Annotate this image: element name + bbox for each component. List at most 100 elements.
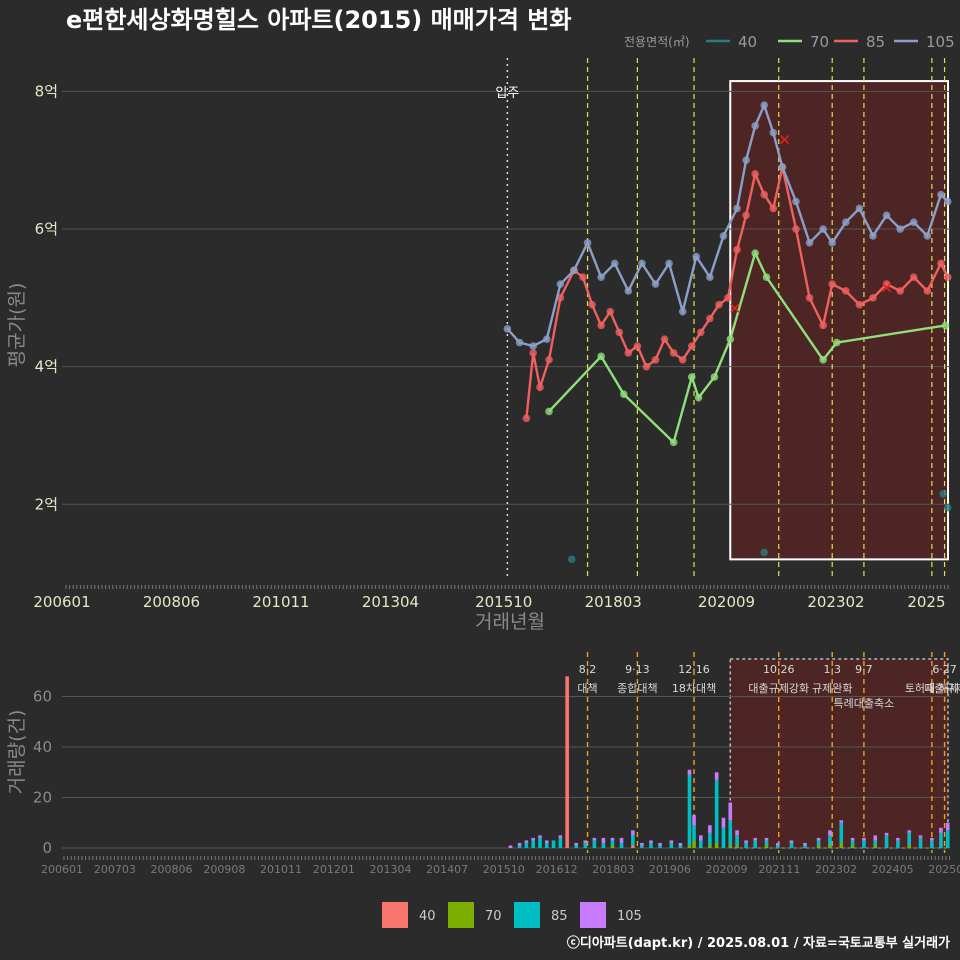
volume-bar-105: [658, 842, 662, 846]
volume-bar-85: [850, 840, 855, 846]
volume-bar-85: [918, 837, 923, 848]
volume-bar-85: [687, 774, 692, 846]
volume-bar-70: [728, 845, 733, 848]
data-point-85: [597, 321, 605, 330]
volume-bar-105: [744, 840, 748, 843]
volume-bar-85: [816, 840, 821, 846]
data-point-85: [529, 349, 537, 357]
volume-bar-85: [649, 842, 653, 848]
data-point-40: [760, 548, 769, 557]
volume-bar-85: [776, 845, 780, 848]
volume-bar-85: [669, 842, 674, 848]
x-tick-label: 201304: [362, 593, 419, 611]
data-point-85: [678, 355, 687, 364]
volume-bar-105: [907, 830, 912, 833]
data-point-85: [633, 342, 642, 350]
event-label: 종합대책: [617, 682, 657, 695]
volume-bar-105: [631, 830, 635, 836]
data-point-70: [619, 390, 628, 398]
volume-x-tick-label: 201803: [592, 863, 634, 876]
volume-bar-85: [896, 840, 900, 848]
volume-bar-105: [699, 835, 703, 841]
volume-bar-85: [753, 840, 757, 848]
series-line-105: [506, 101, 949, 348]
legend-title: 전용면적(㎡): [624, 35, 690, 49]
volume-bar-70: [764, 845, 769, 848]
data-point-105: [706, 273, 714, 282]
volume-bar-70: [839, 842, 844, 848]
data-point-70: [762, 273, 771, 282]
volume-y-tick-label: 20: [33, 789, 52, 807]
volume-bar-105: [764, 837, 769, 841]
volume-bar-85: [828, 835, 832, 846]
volume-bar-85: [658, 845, 662, 848]
volume-bar-105: [873, 835, 878, 841]
data-point-85: [579, 273, 587, 282]
event-label: 대출규제: [924, 682, 960, 695]
data-point-85: [660, 335, 669, 343]
data-point-70: [597, 352, 605, 361]
volume-bar-70: [907, 845, 912, 848]
volume-x-tick-label: 200908: [203, 863, 245, 876]
volume-bar-85: [862, 840, 866, 848]
volume-bar-85: [839, 822, 844, 843]
volume-bar-70: [610, 845, 615, 848]
data-point-85: [909, 273, 918, 282]
volume-bar-85: [574, 845, 579, 848]
volume-bar-85: [803, 845, 807, 848]
volume-bar-85: [714, 779, 719, 843]
volume-bar-105: [816, 837, 821, 841]
data-point-105: [542, 335, 551, 343]
volume-bar-105: [735, 830, 739, 836]
volume-bar-105: [776, 842, 780, 846]
event-date: 9·13: [625, 663, 650, 676]
data-point-85: [724, 294, 732, 302]
volume-y-tick-label: 0: [42, 839, 52, 857]
y-axis-title: 평균가(원): [6, 283, 28, 368]
data-point-85: [624, 349, 633, 357]
volume-x-tick-label: 200703: [94, 863, 136, 876]
data-point-85: [769, 204, 778, 213]
volume-bar-40: [631, 845, 635, 848]
data-point-105: [760, 101, 769, 109]
data-point-105: [778, 163, 787, 171]
volume-bar-105: [619, 837, 624, 843]
y-tick-label: 8억: [35, 82, 58, 100]
volume-x-tick-label: 200806: [150, 863, 192, 876]
event-date: 1·3: [823, 663, 841, 676]
volume-x-tick-label: 201304: [369, 863, 411, 876]
data-point-105: [610, 259, 619, 268]
data-point-85: [943, 273, 952, 282]
data-point-85: [669, 349, 678, 357]
volume-legend-swatch-40: [382, 902, 408, 928]
volume-bar-85: [945, 830, 950, 848]
volume-bar-105: [592, 837, 597, 841]
volume-bar-105: [728, 802, 733, 821]
data-point-85: [545, 355, 553, 364]
data-point-70: [545, 407, 553, 416]
x-tick-label: 2025: [907, 593, 945, 611]
data-point-105: [805, 239, 814, 247]
x-tick-label: 202009: [698, 593, 755, 611]
volume-bar-105: [884, 832, 889, 836]
volume-bar-85: [610, 840, 615, 846]
y-tick-label: 6억: [35, 220, 58, 238]
data-point-85: [606, 307, 615, 316]
data-point-85: [819, 321, 827, 330]
volume-bar-105: [558, 835, 563, 838]
volume-bar-105: [531, 837, 535, 841]
data-point-105: [751, 122, 759, 130]
data-point-40: [939, 490, 948, 498]
data-point-85: [760, 190, 769, 199]
volume-bar-70: [816, 845, 821, 848]
volume-y-tick-label: 40: [33, 738, 52, 756]
volume-bar-40: [565, 676, 569, 848]
volume-bar-85: [619, 842, 624, 848]
data-point-105: [570, 266, 578, 275]
highlight-range: [729, 80, 950, 561]
event-label: 대책: [577, 682, 597, 695]
move-in-label: 입주: [495, 86, 519, 101]
series-105: [503, 101, 952, 350]
x-tick-label: 202302: [807, 593, 864, 611]
volume-bar-105: [803, 842, 807, 846]
